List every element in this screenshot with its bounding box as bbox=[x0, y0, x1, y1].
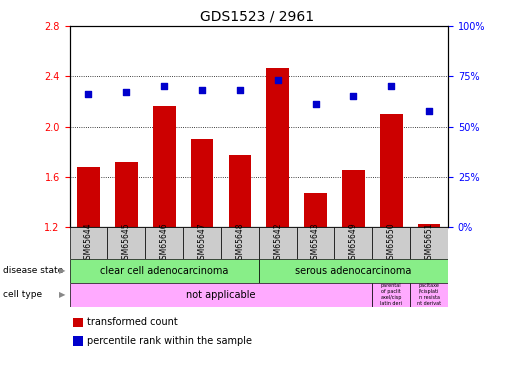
FancyBboxPatch shape bbox=[70, 259, 259, 283]
Bar bbox=[266, 68, 289, 227]
Text: transformed count: transformed count bbox=[87, 318, 177, 327]
FancyBboxPatch shape bbox=[372, 283, 410, 307]
Bar bbox=[115, 162, 138, 227]
Text: GSM65644: GSM65644 bbox=[84, 222, 93, 264]
FancyBboxPatch shape bbox=[410, 227, 448, 259]
Point bbox=[273, 77, 282, 83]
Bar bbox=[342, 171, 365, 227]
Text: GSM65650: GSM65650 bbox=[387, 222, 396, 264]
Bar bbox=[73, 336, 83, 346]
Point bbox=[122, 90, 130, 96]
Bar bbox=[380, 114, 403, 227]
Point bbox=[312, 102, 320, 108]
Point bbox=[236, 87, 244, 93]
Text: GSM65646: GSM65646 bbox=[160, 222, 168, 264]
Point bbox=[387, 84, 396, 90]
FancyBboxPatch shape bbox=[183, 227, 221, 259]
Text: GSM65647: GSM65647 bbox=[198, 222, 207, 264]
Text: percentile rank within the sample: percentile rank within the sample bbox=[87, 336, 251, 346]
FancyBboxPatch shape bbox=[259, 259, 448, 283]
Text: ▶: ▶ bbox=[59, 266, 65, 275]
FancyBboxPatch shape bbox=[297, 227, 335, 259]
Bar bbox=[304, 193, 327, 227]
Text: GSM65642: GSM65642 bbox=[273, 222, 282, 264]
Point bbox=[198, 87, 206, 93]
FancyBboxPatch shape bbox=[145, 227, 183, 259]
Text: parental
of paclit
axel/cisp
latin deri: parental of paclit axel/cisp latin deri bbox=[380, 284, 402, 306]
Bar bbox=[153, 106, 176, 227]
Text: clear cell adenocarcinoma: clear cell adenocarcinoma bbox=[100, 266, 228, 276]
Text: ▶: ▶ bbox=[59, 290, 65, 299]
FancyBboxPatch shape bbox=[372, 227, 410, 259]
FancyBboxPatch shape bbox=[259, 227, 297, 259]
Point bbox=[425, 108, 433, 114]
Text: GSM65648: GSM65648 bbox=[235, 222, 244, 264]
Point bbox=[349, 93, 357, 99]
FancyBboxPatch shape bbox=[70, 227, 107, 259]
Text: GSM65643: GSM65643 bbox=[311, 222, 320, 264]
Bar bbox=[73, 318, 83, 327]
FancyBboxPatch shape bbox=[221, 227, 259, 259]
Bar bbox=[229, 155, 251, 227]
Text: cell type: cell type bbox=[3, 290, 42, 299]
FancyBboxPatch shape bbox=[107, 227, 145, 259]
Text: not applicable: not applicable bbox=[186, 290, 255, 300]
Text: GSM65645: GSM65645 bbox=[122, 222, 131, 264]
Text: GSM65651: GSM65651 bbox=[425, 222, 434, 264]
Text: serous adenocarcinoma: serous adenocarcinoma bbox=[295, 266, 411, 276]
Text: GSM65649: GSM65649 bbox=[349, 222, 358, 264]
Bar bbox=[77, 166, 100, 227]
FancyBboxPatch shape bbox=[335, 227, 372, 259]
Bar bbox=[191, 139, 213, 227]
FancyBboxPatch shape bbox=[410, 283, 448, 307]
Bar bbox=[418, 224, 440, 227]
Point bbox=[84, 92, 93, 98]
Text: disease state: disease state bbox=[3, 266, 63, 275]
FancyBboxPatch shape bbox=[70, 283, 372, 307]
Text: GDS1523 / 2961: GDS1523 / 2961 bbox=[200, 9, 315, 23]
Text: pacltaxe
l/cisplati
n resista
nt derivat: pacltaxe l/cisplati n resista nt derivat bbox=[417, 284, 441, 306]
Point bbox=[160, 84, 168, 90]
